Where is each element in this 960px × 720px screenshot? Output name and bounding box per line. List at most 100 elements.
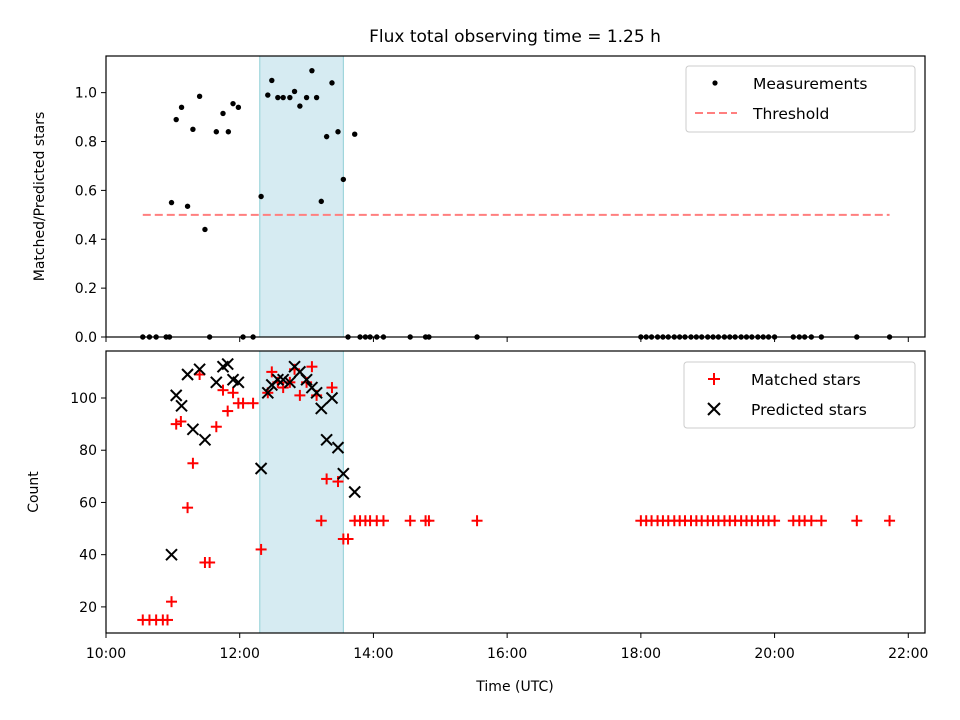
bottom-y-tick-label: 80 [79,443,97,459]
matched-star-point [227,387,239,399]
measurement-point [184,203,191,209]
predicted-star-point [181,368,194,381]
matched-star-point [247,397,259,409]
matched-star-point [377,515,389,527]
measurement-point [235,104,242,111]
matched-star-point [306,361,318,373]
matched-star-point [182,502,194,514]
chart-title: Flux total observing time = 1.25 h [369,27,661,47]
measurement-point [318,198,324,205]
top-y-tick-label: 0.6 [75,183,97,199]
x-tick-label: 10:00 [86,646,126,662]
matched-star-point [166,596,178,608]
bottom-y-tick-label: 100 [70,391,97,407]
matched-star-point [315,515,327,527]
measurement-point [225,129,232,135]
measurement-point [313,94,320,101]
measurement-point [323,133,330,140]
matched-star-point [404,515,416,527]
x-tick-label: 12:00 [220,646,260,662]
predicted-star-point [210,376,223,389]
matched-star-point [769,515,781,527]
predicted-star-point [232,376,245,389]
predicted-star-point [325,391,339,405]
matched-star-point [204,557,216,568]
legend-measurements-label: Measurements [753,75,868,93]
predicted-star-point [175,399,188,413]
measurement-point [280,94,286,101]
bottom-y-tick-label: 20 [79,600,97,616]
measurement-point [269,77,275,84]
predicted-star-point [169,389,183,402]
measurement-point [173,116,179,123]
bottom-y-axis-label: Count [26,471,42,513]
matched-star-point [321,473,333,485]
measurement-point [258,193,264,200]
matched-star-point [294,389,306,401]
matched-star-point [815,515,827,527]
top-y-tick-label: 0.4 [75,232,97,248]
predicted-star-point [320,433,333,446]
bottom-y-tick-label: 60 [79,495,97,511]
matched-star-point [237,397,249,409]
bottom-y-tick-label: 40 [79,548,97,564]
measurement-point [335,129,341,135]
measurement-point [265,92,271,98]
predicted-star-point [315,402,328,415]
predicted-star-point [276,373,290,386]
matched-star-point [266,366,278,378]
matched-star-point [162,614,174,626]
top-y-tick-label: 0.0 [75,330,97,346]
measurement-point [168,199,175,206]
predicted-star-point [348,485,361,499]
bottom-legend-frame [683,361,916,429]
legend-matched-marker [708,373,720,385]
measurement-point [275,94,281,101]
matched-star-point [210,421,222,433]
measurement-point [291,88,298,95]
measurement-point [352,131,358,137]
predicted-star-point [193,363,206,376]
predicted-star-point [331,441,345,454]
measurement-point [213,129,220,135]
x-tick-label: 22:00 [888,646,928,662]
bottom-legend: Matched stars Predicted stars [683,361,916,429]
measurement-point [287,94,293,101]
matched-star-point [222,405,234,417]
x-tick-label: 16:00 [487,646,527,662]
x-tick-label: 20:00 [754,646,794,662]
matched-star-point [170,418,182,430]
top-panel: 0.0 0.2 0.4 0.6 0.8 1.0 Matched/Predicted sta… [32,55,926,346]
legend-matched-label: Matched stars [751,371,861,389]
bottom-panel: 20 40 60 80 100 10:00 12:00 14:00 16:00 18:00 20:0… [26,350,928,695]
top-y-tick-label: 0.2 [75,281,97,297]
measurement-point [202,226,208,233]
predicted-star-point [254,462,268,475]
predicted-star-point [283,376,297,389]
x-tick-label: 18:00 [621,646,661,662]
matched-star-point [187,457,199,469]
measurement-point [309,67,315,74]
measurement-point [303,94,310,101]
matched-star-point [851,515,863,527]
matched-star-point [175,416,187,427]
matched-star-point [194,369,206,380]
predicted-star-point [337,467,350,480]
measurement-point [178,104,185,111]
matched-star-point [342,533,354,545]
matched-star-point [255,543,267,555]
matched-star-point [217,384,229,396]
measurement-point [297,103,303,109]
predicted-star-point [198,433,212,446]
matched-star-point [423,515,435,527]
bottom-observing-window [259,350,344,634]
x-axis-label: Time (UTC) [475,679,553,695]
measurement-point [190,126,196,133]
measurement-point [196,93,203,100]
legend-measurements-marker [712,80,718,86]
legend-threshold-label: Threshold [752,105,829,123]
measurement-point [230,100,236,107]
bottom-axes-frame [105,350,926,634]
predicted-star-point [221,357,234,371]
top-observing-window [259,55,344,338]
